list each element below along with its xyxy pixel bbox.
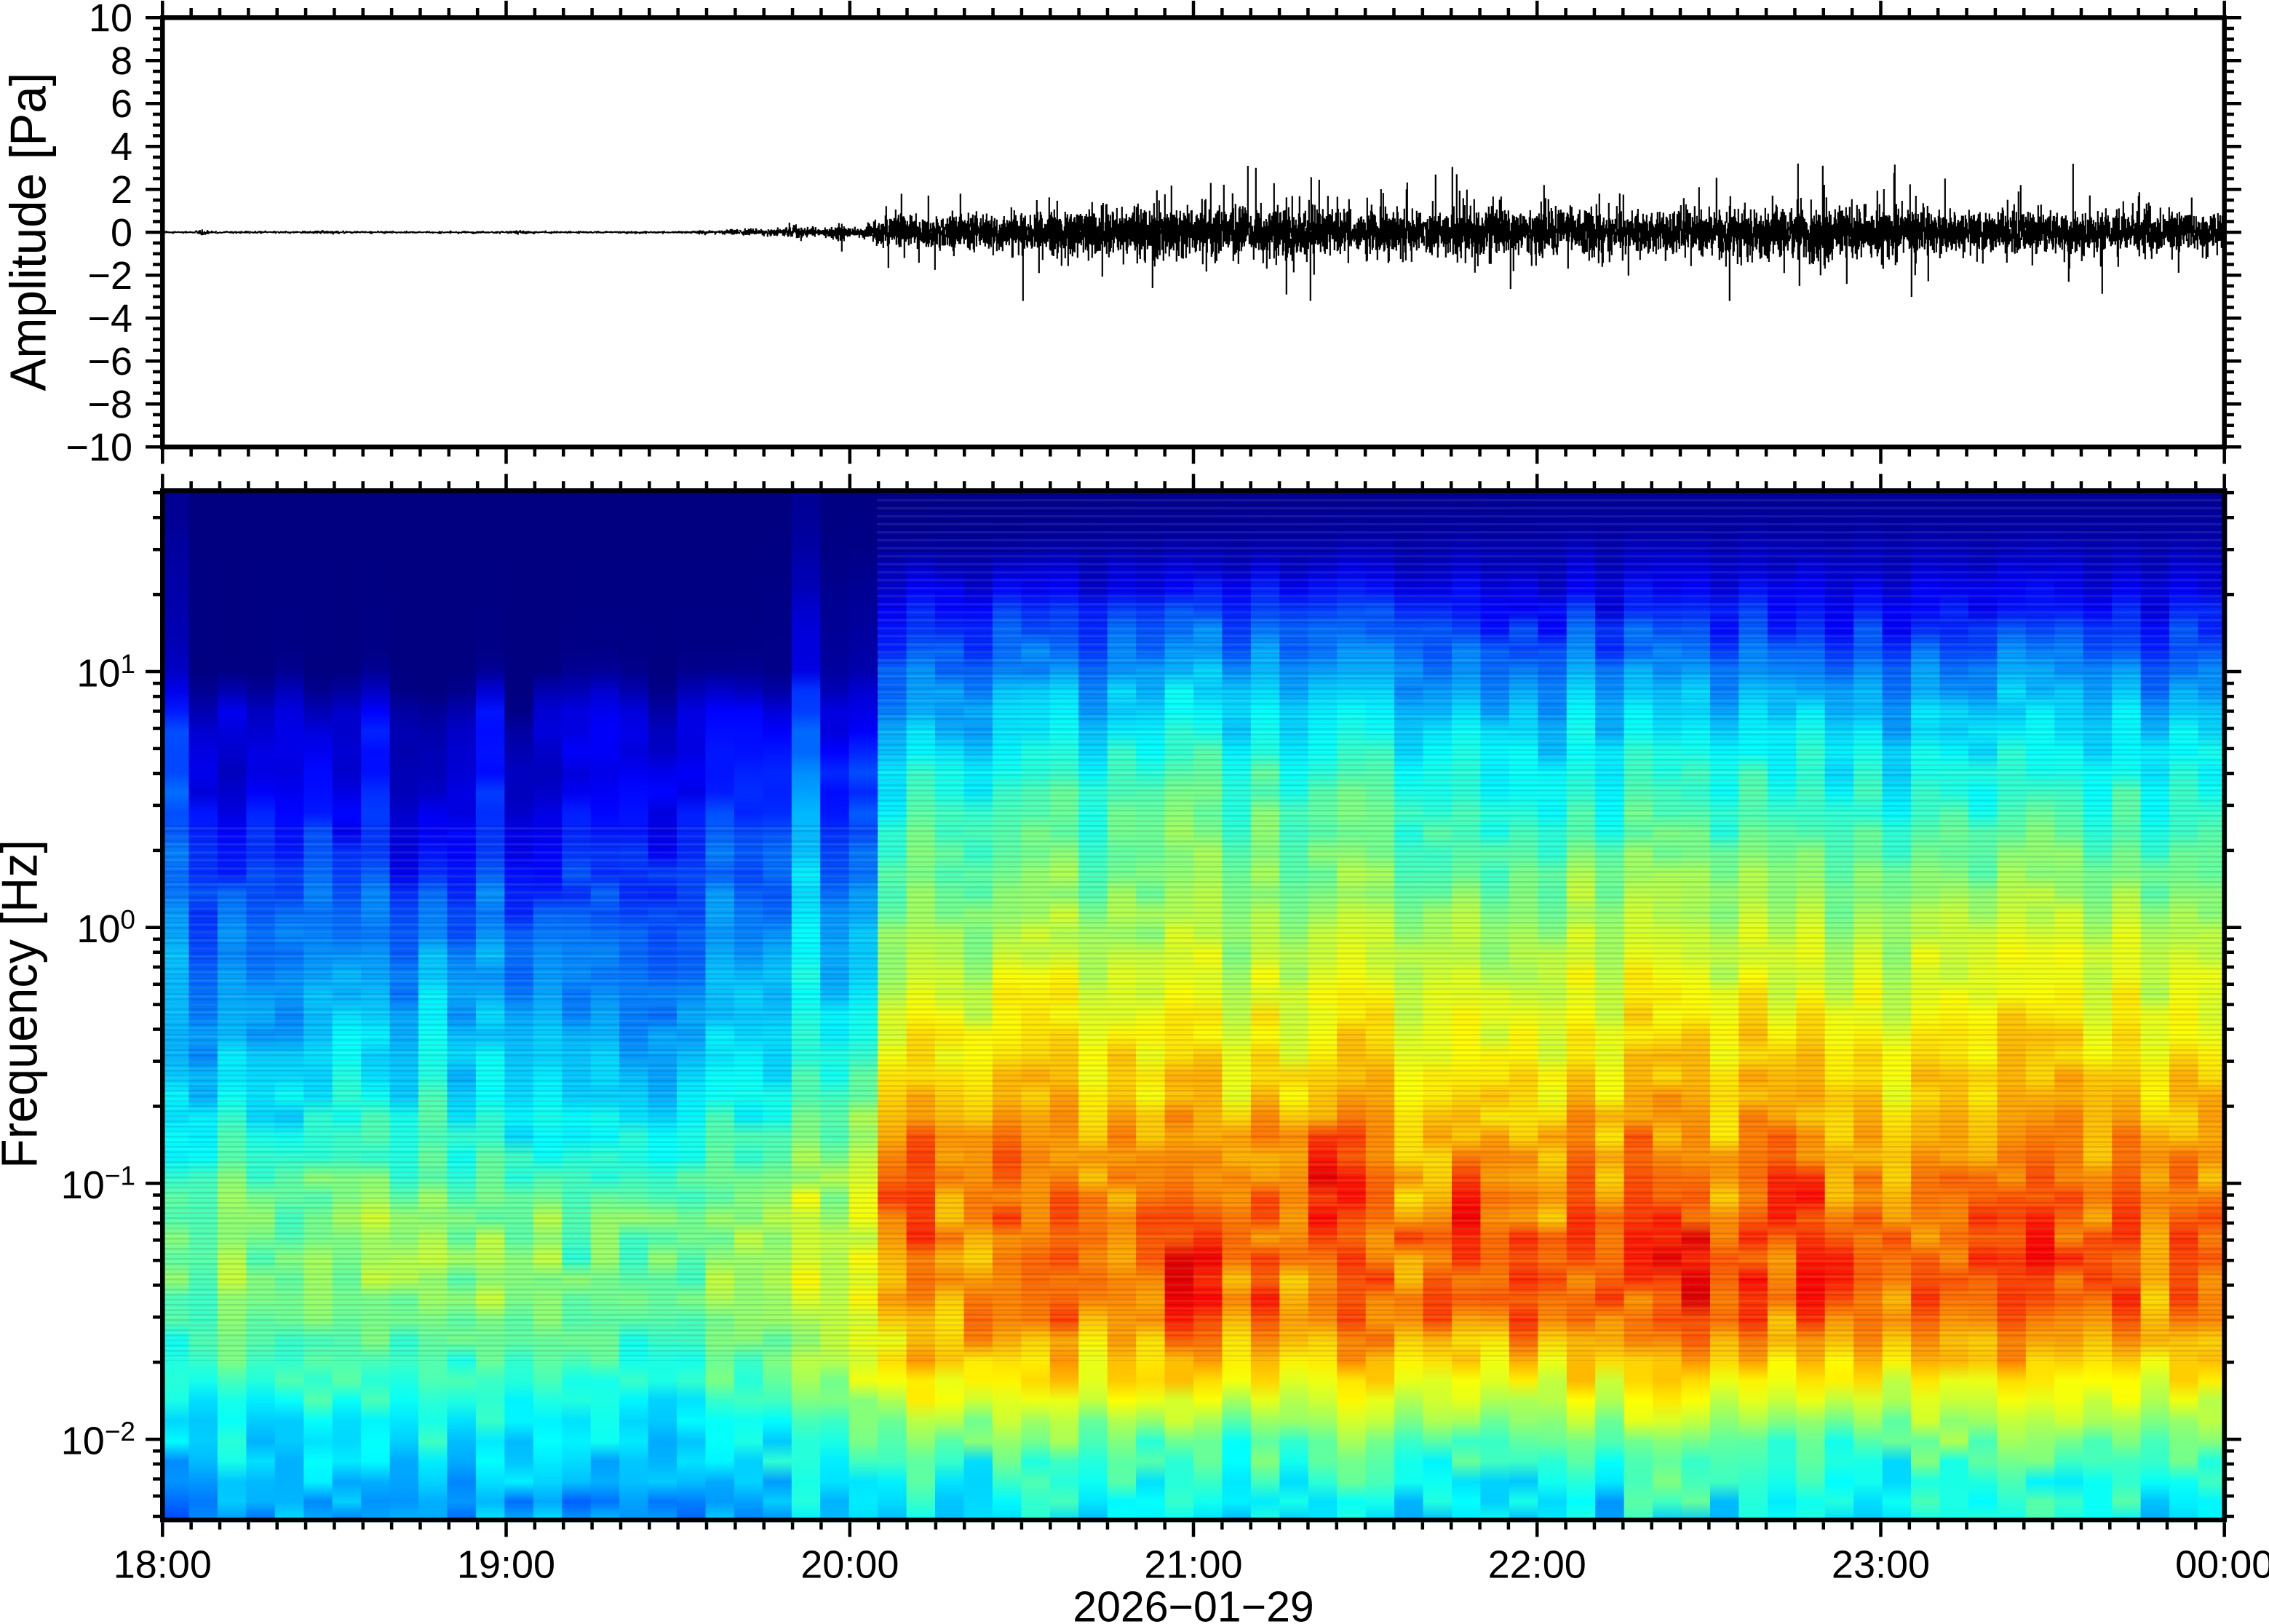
svg-text:23:00: 23:00 <box>1832 1543 1930 1587</box>
svg-text:Amplitude [Pa]: Amplitude [Pa] <box>0 73 56 391</box>
svg-text:8: 8 <box>111 39 132 83</box>
svg-text:18:00: 18:00 <box>114 1543 212 1587</box>
svg-text:19:00: 19:00 <box>457 1543 555 1587</box>
svg-text:−8: −8 <box>87 383 132 426</box>
svg-text:−10: −10 <box>65 426 132 469</box>
svg-text:6: 6 <box>111 82 132 126</box>
svg-text:2: 2 <box>111 168 132 212</box>
svg-text:4: 4 <box>111 125 132 169</box>
svg-text:Frequency [Hz]: Frequency [Hz] <box>0 840 48 1169</box>
svg-text:−2: −2 <box>87 254 132 298</box>
svg-text:2026−01−29: 2026−01−29 <box>1073 1583 1314 1624</box>
svg-text:−4: −4 <box>87 297 132 341</box>
svg-text:21:00: 21:00 <box>1144 1543 1242 1587</box>
svg-text:22:00: 22:00 <box>1488 1543 1586 1587</box>
svg-text:10: 10 <box>89 0 132 40</box>
svg-text:10−1: 10−1 <box>61 1161 135 1207</box>
svg-text:20:00: 20:00 <box>800 1543 899 1587</box>
svg-text:−6: −6 <box>87 340 132 383</box>
svg-text:0: 0 <box>111 211 132 255</box>
svg-text:00:00: 00:00 <box>2175 1543 2269 1587</box>
